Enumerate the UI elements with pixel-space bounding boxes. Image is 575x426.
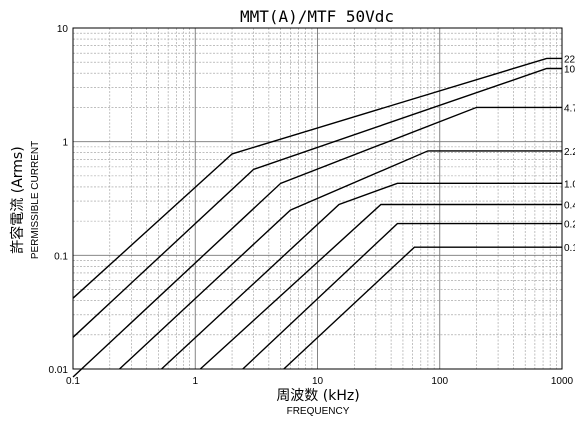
series-label: 2.2: [564, 147, 575, 158]
x-axis-label: 周波数 (kHz): [276, 388, 359, 404]
x-tick-label: 1000: [551, 376, 574, 387]
series-label: 1.0: [564, 179, 575, 190]
y-tick-label: 10: [57, 24, 69, 35]
series-label: 4.7: [564, 103, 575, 114]
grid: [72, 28, 562, 370]
series-lines: [72, 57, 562, 378]
series-line: [242, 222, 562, 370]
y-axis-label: 許容電流 (Arms): [9, 146, 26, 253]
series-label: 0.22: [564, 220, 575, 231]
x-tick-label: 10: [312, 376, 324, 387]
chart-title: MMT(A)/MTF 50Vdc: [240, 7, 394, 26]
series-line: [72, 67, 562, 338]
x-tick-label: 1: [192, 376, 198, 387]
x-axis-sublabel: FREQUENCY: [287, 406, 350, 417]
y-tick-label: 1: [62, 138, 68, 149]
series-label: 10: [564, 65, 575, 76]
series-line: [119, 150, 562, 370]
y-tick-label: 0.1: [54, 251, 68, 262]
series-line: [72, 57, 562, 299]
series-line: [72, 106, 562, 378]
series-line: [283, 246, 562, 370]
series-line: [199, 203, 562, 370]
y-axis-sublabel: PERMISSIBLE CURRENT: [30, 141, 41, 259]
x-tick-label: 100: [431, 376, 448, 387]
x-tick-label: 0.1: [66, 376, 80, 387]
series-label: 0.47: [564, 201, 575, 212]
series-line: [161, 182, 562, 370]
plot-frame: [72, 27, 563, 370]
y-tick-label: 0.01: [49, 365, 69, 376]
series-label: 0.1: [564, 243, 575, 254]
series-label: 22: [564, 54, 575, 65]
